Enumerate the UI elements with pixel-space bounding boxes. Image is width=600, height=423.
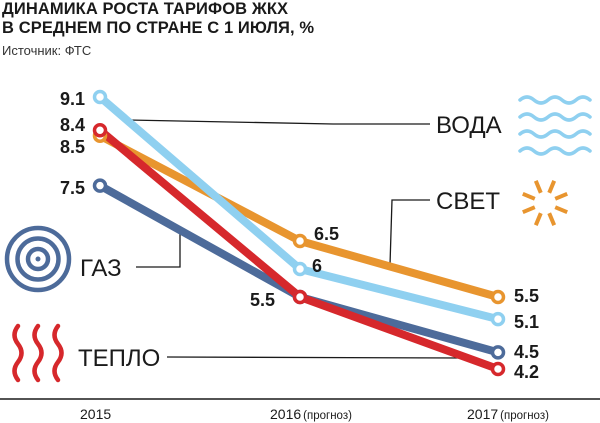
x-tick-label-2016: 2016 (прогноз) bbox=[270, 406, 352, 422]
leader-line-light bbox=[389, 199, 430, 266]
data-label-gas-2017: 4.5 bbox=[514, 342, 539, 362]
sun-rays-icon bbox=[522, 180, 568, 226]
source-note: Источник: ФТС bbox=[2, 43, 92, 58]
data-point-heat-2015 bbox=[92, 122, 108, 138]
gas-burner-rings-icon bbox=[4, 225, 72, 293]
sun-ray bbox=[522, 191, 536, 201]
data-label-light-2016: 6.5 bbox=[314, 224, 339, 244]
data-point-gas-2017 bbox=[490, 345, 506, 360]
x-axis-ticks: 2015 2016 (прогноз) 2017 (прогноз) bbox=[80, 406, 549, 422]
sun-ray bbox=[522, 205, 536, 215]
data-label-gas-2016: 5.5 bbox=[250, 290, 275, 310]
leader-line-water bbox=[127, 119, 430, 125]
x-tick-label-2017: 2017 (прогноз) bbox=[467, 406, 549, 422]
series-name-labels: ВОДА СВЕТ ГАЗ ТЕПЛО bbox=[78, 112, 502, 372]
data-label-water-2015: 9.1 bbox=[60, 89, 85, 109]
data-point-heat-2017 bbox=[490, 361, 506, 377]
title-line-1: Динамика роста тарифов ЖКХ bbox=[2, 0, 289, 18]
data-point-light-2016 bbox=[292, 233, 308, 249]
heat-waves-icon bbox=[12, 323, 64, 383]
data-label-water-2017: 5.1 bbox=[514, 312, 539, 332]
data-label-heat-2015: 8.5 bbox=[60, 137, 85, 157]
data-label-gas-2015: 7.5 bbox=[60, 178, 85, 198]
data-label-light-2015: 8.4 bbox=[60, 115, 85, 135]
sun-ray bbox=[547, 212, 557, 226]
sun-ray bbox=[554, 205, 568, 215]
series-label-heat: ТЕПЛО bbox=[78, 345, 160, 372]
data-point-heat-2016 bbox=[292, 289, 308, 305]
label-leader-lines bbox=[127, 119, 466, 359]
data-label-heat-2017: 4.2 bbox=[514, 362, 539, 382]
data-labels: 9.1 6 5.1 8.4 6.5 5.5 7.5 5.5 4.5 8.5 4.… bbox=[60, 89, 539, 382]
data-label-light-2017: 5.5 bbox=[514, 286, 539, 306]
water-waves-icon bbox=[518, 95, 592, 156]
data-label-water-2016: 6 bbox=[312, 256, 322, 276]
data-point-water-2017 bbox=[490, 311, 506, 327]
data-point-light-2017 bbox=[490, 289, 506, 305]
x-tick-label-2015: 2015 bbox=[80, 406, 111, 422]
data-point-water-2016 bbox=[292, 261, 308, 277]
sun-ray bbox=[533, 180, 543, 194]
leader-line-heat bbox=[166, 356, 466, 359]
series-label-water: ВОДА bbox=[436, 112, 502, 139]
sun-ray bbox=[547, 180, 557, 194]
title-line-2: в среднем по стране с 1 июля, % bbox=[2, 19, 315, 37]
data-points-group bbox=[92, 89, 506, 377]
data-point-gas-2015 bbox=[92, 178, 108, 193]
series-label-gas: ГАЗ bbox=[80, 255, 122, 282]
data-point-water-2015 bbox=[92, 89, 108, 105]
sun-ray bbox=[554, 191, 568, 201]
sun-ray bbox=[533, 212, 543, 226]
series-label-light: СВЕТ bbox=[436, 188, 500, 215]
leader-line-gas bbox=[136, 233, 181, 268]
chart-title: Динамика роста тарифов ЖКХ в среднем по … bbox=[2, 0, 314, 38]
